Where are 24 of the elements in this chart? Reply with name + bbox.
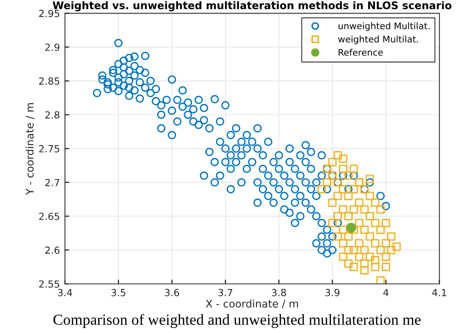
y-tick-label: 2.95: [39, 10, 60, 18]
x-tick-label: 3.9: [325, 288, 340, 296]
x-tick-label: 4.1: [432, 289, 446, 296]
y-tick-label: 2.6: [45, 246, 60, 254]
legend-label: unweighted Multilat.: [338, 22, 430, 32]
x-tick-label: 3.6: [164, 288, 180, 296]
y-tick-label: 2.7: [45, 178, 60, 186]
y-tick-label: 2.55: [39, 280, 60, 288]
text: Comparison of weighted and unweighted multilateration me: [53, 314, 421, 328]
legend-label: weighted Multilat.: [338, 36, 418, 44]
x-tick-label: 4: [383, 289, 388, 296]
x-tick-label: 3.4: [58, 288, 72, 296]
y-tick-label: 2.9: [45, 44, 60, 51]
x-tick-label: 3.7: [218, 288, 232, 296]
y-tick-label: 2.75: [39, 145, 60, 152]
x-tick-label: 3.8: [272, 288, 286, 296]
chart-title: Weighted vs. unweighted multilateration methods in NLOS scenario: [52, 1, 452, 12]
y-tick-label: 2.85: [39, 77, 60, 85]
y-tick-label: 2.65: [39, 212, 60, 220]
legend-label: Reference: [338, 48, 383, 56]
x-tick-label: 3.5: [111, 288, 126, 296]
x-axis-title: X - coordinate / m: [206, 300, 298, 308]
y-tick-label: 2.8: [45, 111, 60, 119]
y-axis-title: Y - coordinate / m: [26, 103, 34, 195]
